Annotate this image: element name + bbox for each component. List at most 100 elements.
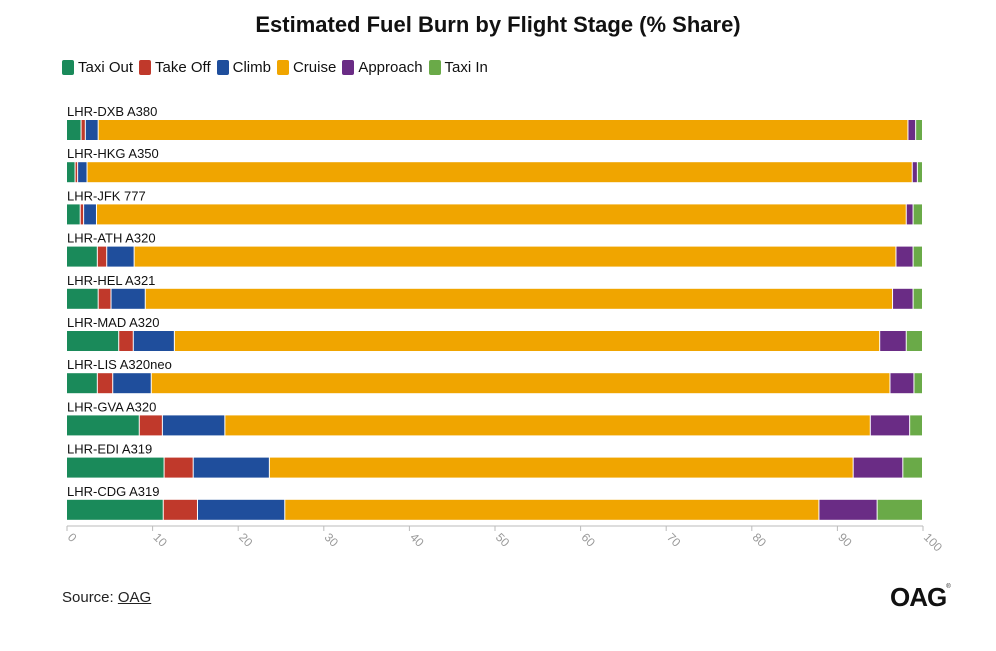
bar-segment[interactable] [98,288,111,309]
bar-segment[interactable] [913,246,922,267]
bar-segment[interactable] [163,499,197,520]
x-tick-label: 80 [750,530,770,550]
bar-segment[interactable] [113,373,151,394]
category-label: LHR-ATH A320 [67,231,156,246]
category-label: LHR-LIS A320neo [67,357,172,372]
chart-title: Estimated Fuel Burn by Flight Stage (% S… [255,12,741,37]
bar-segment[interactable] [97,373,113,394]
bar-segment[interactable] [269,457,853,478]
legend-label: Take Off [155,59,211,76]
logo-text: OAG [890,582,947,612]
category-label: LHR-DXB A380 [67,104,157,119]
bar-segment[interactable] [96,204,906,225]
x-tick-label: 40 [407,530,427,550]
category-label: LHR-HKG A350 [67,146,159,161]
bar-segment[interactable] [906,331,922,351]
legend-swatch [428,60,441,75]
bar-segment[interactable] [914,373,922,394]
legend-item[interactable]: Taxi In [428,59,488,76]
bar-segment[interactable] [78,162,87,183]
bar-segment[interactable] [145,288,893,309]
bar-segment[interactable] [193,457,269,478]
bar-segment[interactable] [67,415,139,436]
legend-item[interactable]: Approach [342,59,423,76]
bar-segment[interactable] [893,288,913,309]
bar-segment[interactable] [134,246,896,267]
legend-item[interactable]: Cruise [276,59,336,76]
legend-label: Climb [232,59,271,76]
category-label: LHR-HEL A321 [67,273,155,288]
legend-label: Taxi In [444,59,488,76]
x-tick-label: 60 [578,530,598,550]
bar-segment[interactable] [880,331,906,351]
bar-segment[interactable] [107,246,134,267]
bar-segment[interactable] [75,162,78,183]
category-label: LHR-JFK 777 [67,188,146,203]
bar-segment[interactable] [67,373,97,394]
bar-segment[interactable] [85,120,98,140]
bar-segment[interactable] [870,415,910,436]
bar-segment[interactable] [119,331,133,351]
bar-segment[interactable] [164,457,193,478]
x-tick-label: 90 [835,530,855,550]
source-note: Source: OAG [62,589,151,606]
source-link[interactable]: OAG [117,589,152,606]
bar-segment[interactable] [84,204,96,225]
chart-plot: LHR-DXB A380 LHR-HKG A350 LHR-JFK 777 LHR-A… [65,104,945,555]
legend-item[interactable]: Climb [216,59,271,76]
bar-segment[interactable] [67,457,164,478]
bar-segment[interactable] [97,246,107,267]
bar-segment[interactable] [910,415,922,436]
category-label: LHR-EDI A319 [67,442,152,457]
bar-segment[interactable] [67,246,97,267]
bar-segment[interactable] [916,120,922,140]
bar-segment[interactable] [285,499,819,520]
bar-segment[interactable] [197,499,285,520]
bar-segment[interactable] [111,288,145,309]
x-tick-label: 0 [65,530,80,545]
legend-item[interactable]: Take Off [139,59,211,76]
legend-swatch [276,60,289,75]
bar-segment[interactable] [890,373,914,394]
bar-segment[interactable] [162,415,225,436]
bar-segment[interactable] [133,331,174,351]
bar-segment[interactable] [819,499,877,520]
category-label: LHR-GVA A320 [67,399,156,414]
legend-label: Taxi Out [78,59,134,76]
bar-segment[interactable] [225,415,870,436]
bar-segment[interactable] [912,162,917,183]
chart-legend: Taxi Out Take Off Climb Cruise Approach Taxi … [62,59,494,76]
bar-segment[interactable] [903,457,922,478]
bar-segment[interactable] [80,204,84,225]
legend-swatch [139,60,152,75]
bar-segment[interactable] [67,499,163,520]
oag-logo: OAG® [890,582,951,612]
bar-segment[interactable] [906,204,913,225]
bar-segment[interactable] [67,331,119,351]
bar-segment[interactable] [853,457,903,478]
bar-segment[interactable] [87,162,912,183]
bar-segment[interactable] [151,373,890,394]
bar-segment[interactable] [67,120,81,140]
bar-segment[interactable] [913,204,922,225]
x-tick-label: 20 [236,530,256,550]
source-label: Source: [62,589,114,606]
category-label: LHR-MAD A320 [67,315,159,330]
bar-segment[interactable] [174,331,880,351]
bar-segment[interactable] [139,415,162,436]
bar-segment[interactable] [98,120,908,140]
bar-segment[interactable] [877,499,922,520]
bar-segment[interactable] [896,246,913,267]
bar-segment[interactable] [67,288,98,309]
bar-segment[interactable] [908,120,916,140]
bar-segment[interactable] [917,162,922,183]
legend-swatch [62,60,74,75]
x-tick-label: 30 [322,530,342,550]
bar-segment[interactable] [67,162,75,183]
bar-segment[interactable] [913,288,922,309]
x-tick-label: 100 [921,530,945,554]
bar-segment[interactable] [67,204,80,225]
bar-segment[interactable] [81,120,85,140]
legend-item[interactable]: Taxi Out [62,59,133,76]
x-tick-label: 10 [150,530,170,550]
